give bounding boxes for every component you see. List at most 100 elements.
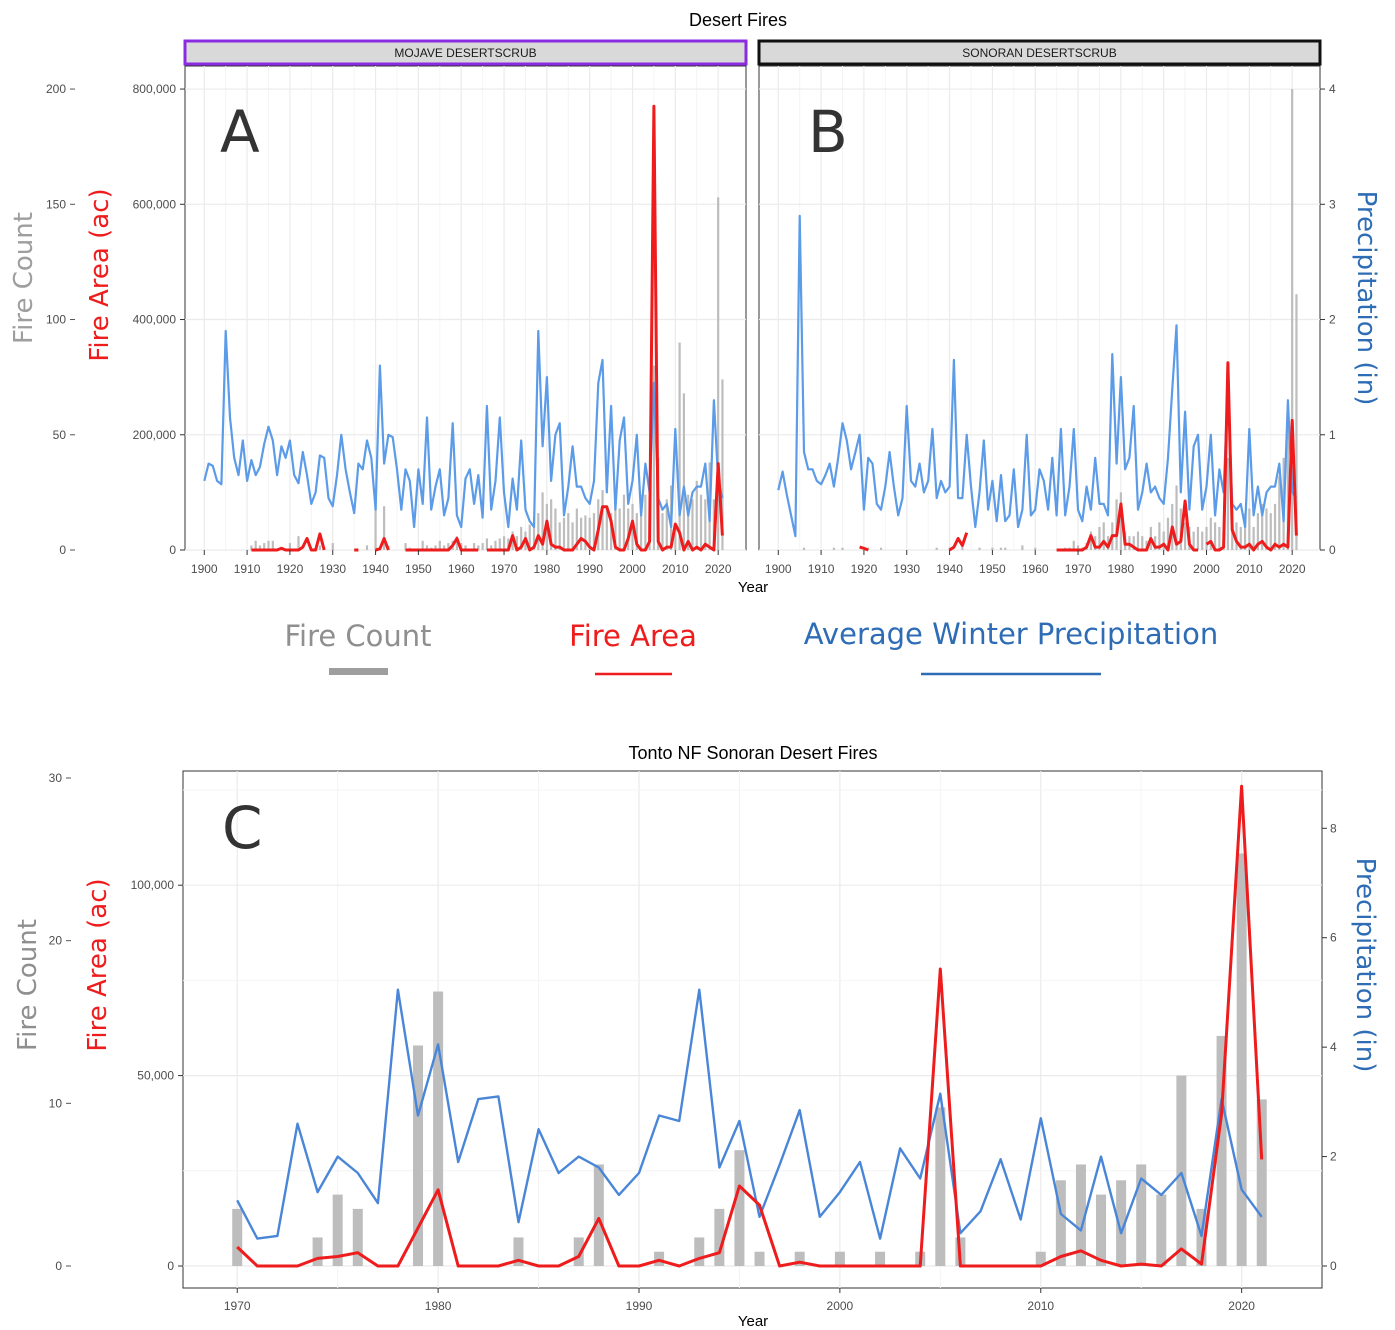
fire-count-bar xyxy=(1192,531,1195,550)
fire-area-tick-label: 50,000 xyxy=(137,1069,174,1083)
fire-count-bar xyxy=(754,1251,765,1266)
x-tick-label: 1960 xyxy=(1022,562,1049,576)
fire-count-bar xyxy=(481,543,484,550)
precip-tick-label: 0 xyxy=(1329,543,1336,557)
fire-count-bar xyxy=(507,538,510,550)
fire-count-bar xyxy=(875,1251,886,1266)
panel-c-precip-axis: 0 2 4 6 8 xyxy=(1322,821,1337,1273)
panel-c: Tonto NF Sonoran Desert Fires 050,000100… xyxy=(13,743,1380,1330)
fire-count-bar xyxy=(1226,457,1230,550)
fire-area-tick-label: 400,000 xyxy=(133,313,177,327)
fire-count-bar xyxy=(661,513,664,550)
fire-count-bar xyxy=(550,499,553,550)
fire-count-bar xyxy=(271,540,274,550)
x-tick-label: 1980 xyxy=(534,562,561,576)
fire-count-bar xyxy=(1256,513,1260,550)
fire-count-bar xyxy=(571,522,574,550)
fire-count-bar xyxy=(404,543,407,550)
fire-count-tick-label: 100 xyxy=(46,313,66,327)
fire-count-bar xyxy=(1072,540,1075,550)
fire-count-bar xyxy=(999,547,1003,550)
x-tick-label: 1970 xyxy=(491,562,518,576)
panel-b-strip-label: SONORAN DESERTSCRUB xyxy=(962,46,1116,60)
fire-count-bar xyxy=(258,545,262,550)
fire-count-bar xyxy=(1154,536,1157,550)
fire-count-bar xyxy=(1269,513,1272,550)
fire-count-bar xyxy=(644,494,647,550)
fire-count-bar xyxy=(1175,485,1178,550)
x-tick-label: 1920 xyxy=(277,562,304,576)
panel-c-letter: C xyxy=(222,794,263,862)
fire-count-bar xyxy=(558,522,561,550)
fire-count-bar xyxy=(832,547,836,550)
fire-count-bar xyxy=(554,508,557,550)
fire-count-bar xyxy=(263,543,266,550)
fire-count-bar xyxy=(1021,545,1024,550)
fire-count-bar xyxy=(490,545,493,550)
fire-count-bar xyxy=(1132,536,1135,550)
panel-a-letter: A xyxy=(220,98,260,166)
fire-count-bar xyxy=(472,543,476,550)
panel-a-strip xyxy=(183,39,748,66)
x-tick-label: 1920 xyxy=(851,562,878,576)
fire-count-bar xyxy=(1205,526,1208,550)
fire-count-bar xyxy=(1089,531,1092,550)
fire-count-bar xyxy=(528,524,531,550)
panel-c-fire-area-line xyxy=(236,784,1264,1268)
fire-count-bar xyxy=(1156,1194,1167,1266)
fire-count-bar xyxy=(1075,1164,1086,1266)
panel-a-precip-line xyxy=(203,329,724,529)
fire-count-bar xyxy=(447,543,450,550)
fire-count-bar xyxy=(438,540,441,550)
fire-count-bar xyxy=(297,536,300,550)
fire-count-bar xyxy=(1035,1251,1046,1266)
fire-count-bar xyxy=(1291,89,1294,551)
top-precip-axis-label: Precipitation (in) xyxy=(1351,191,1381,406)
fire-count-tick-label: 0 xyxy=(59,543,66,557)
fire-count-bar xyxy=(374,496,377,550)
x-tick-label: 1930 xyxy=(893,562,920,576)
fire-count-bar xyxy=(502,536,506,550)
panel-b-letter: B xyxy=(808,98,848,166)
fire-count-tick-label: 30 xyxy=(49,771,63,785)
fire-count-bar xyxy=(433,991,444,1266)
panel-a-strip-label: MOJAVE DESERTSCRUB xyxy=(394,46,536,60)
fire-count-bar xyxy=(879,547,883,550)
fire-count-bar xyxy=(592,513,596,550)
fire-count-bar xyxy=(1136,531,1140,550)
fire-count-bar xyxy=(652,365,656,550)
panel-b-precip-axis: 0 1 2 3 4 xyxy=(1320,82,1336,557)
panel-a-fire-area-line xyxy=(251,104,724,552)
fire-count-bar xyxy=(1243,513,1247,550)
fire-count-bar xyxy=(721,379,724,550)
fire-count-bar xyxy=(1176,1075,1187,1266)
panel-b-strip xyxy=(757,39,1322,66)
x-tick-label: 1970 xyxy=(224,1299,251,1313)
fire-count-bar xyxy=(1076,545,1080,550)
fire-count-bar xyxy=(1201,531,1204,550)
fire-count-bar xyxy=(1256,1099,1267,1266)
legend-fire-area: Fire Area xyxy=(569,619,697,653)
fire-count-bar xyxy=(267,540,270,550)
precip-tick-label: 6 xyxy=(1330,931,1337,945)
fire-area-tick-label: 800,000 xyxy=(133,82,177,96)
fire-count-bar xyxy=(694,1237,705,1266)
x-tick-label: 1940 xyxy=(362,562,389,576)
fire-count-bar xyxy=(699,494,703,550)
precip-tick-label: 2 xyxy=(1329,313,1336,327)
fire-count-bar xyxy=(1196,526,1200,550)
panel-a: MOJAVE DESERTSCRUB 0 200,000 400,000 600,00… xyxy=(133,39,748,576)
fire-count-bar xyxy=(537,513,540,550)
fire-count-bar xyxy=(635,513,638,550)
fire-count-tick-label: 200 xyxy=(46,82,66,96)
fire-count-bar xyxy=(935,1107,946,1266)
fire-count-bar xyxy=(665,499,668,550)
fire-count-bar xyxy=(802,547,806,550)
top-year-axis-label: Year xyxy=(738,579,768,596)
x-tick-label: 2020 xyxy=(1228,1299,1255,1313)
x-tick-label: 2010 xyxy=(1027,1299,1054,1313)
fire-count-bar xyxy=(961,545,964,550)
fire-count-bar xyxy=(1278,476,1281,550)
fire-count-bar xyxy=(841,547,844,550)
fire-count-bar xyxy=(1158,522,1161,550)
